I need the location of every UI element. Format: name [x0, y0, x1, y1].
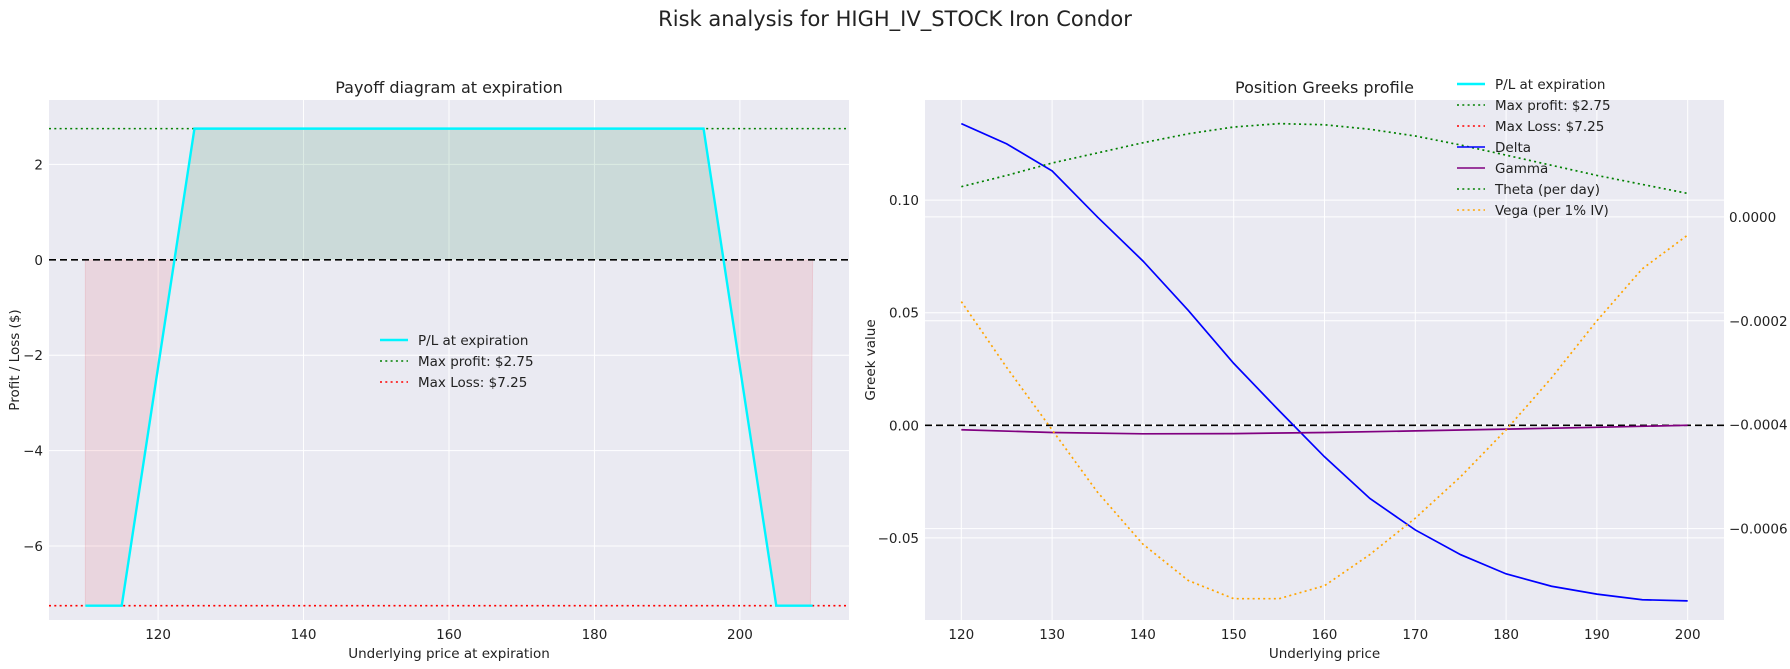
greek-line-theta [961, 122, 1688, 195]
legend-label-1: P/L at expiration [418, 333, 528, 349]
chart2-legend: P/L at expiration Max profit: $2.75 Max Lo… [1457, 77, 1611, 219]
y-tick-label-1: −2 [23, 348, 43, 364]
legend-label-2: Vega (per 1% IV) [1495, 203, 1609, 219]
greek-line-delta [960, 122, 1688, 602]
legend-label-2: P/L at expiration [1495, 77, 1605, 93]
y-tick-label-2: −0.05 [878, 531, 919, 547]
chart2-ylabel: Greek value [863, 319, 879, 400]
chart1-xlabel: Underlying price at expiration [348, 646, 550, 662]
chart2-xlabel: Underlying price [1269, 646, 1380, 662]
chart1-ylabel: Profit / Loss ($) [7, 309, 23, 410]
chart2-title: Position Greeks profile [1235, 78, 1414, 97]
legend-label-1: Max Loss: $7.25 [418, 375, 527, 391]
x-tick-label-1: 200 [727, 627, 753, 643]
y-tick-label-1: −4 [23, 444, 43, 460]
x-tick-label-2: 130 [1039, 627, 1065, 643]
profit-fill-region [174, 128, 724, 260]
x-tick-label-1: 160 [436, 627, 462, 643]
legend-label-2: Delta [1495, 140, 1531, 156]
legend-label-1: Max profit: $2.75 [418, 354, 534, 370]
figure-suptitle: Risk analysis for HIGH_IV_STOCK Iron Con… [658, 7, 1132, 32]
y-tick-label-1: 0 [34, 253, 43, 269]
y-tick-label-2: 0.05 [889, 306, 919, 322]
x-tick-label-1: 140 [291, 627, 317, 643]
y-tick-label-2: 0.10 [889, 193, 919, 209]
y2-tick-label: −0.0004 [1729, 418, 1788, 434]
x-tick-label-2: 170 [1402, 627, 1428, 643]
legend-label-2: Max Loss: $7.25 [1495, 119, 1604, 135]
y-tick-label-1: 2 [34, 157, 43, 173]
payoff-chart: 120 140 160 180 200 −6 −4 −2 0 2 Payoff diagram at… [7, 78, 849, 662]
x-tick-label-2: 160 [1312, 627, 1338, 643]
chart1-title: Payoff diagram at expiration [335, 78, 563, 97]
x-tick-label-2: 180 [1493, 627, 1519, 643]
greeks-chart: 120 130 140 150 160 170 180 190 200 −0.05 0.00 0.05… [863, 77, 1788, 662]
greek-line-gamma [961, 424, 1688, 435]
pl-line [85, 127, 813, 607]
x-tick-label-2: 150 [1221, 627, 1247, 643]
chart1-legend: P/L at expiration Max profit: $2.75 Max Lo… [380, 333, 534, 391]
x-tick-label-2: 120 [948, 627, 974, 643]
y-tick-label-1: −6 [23, 539, 43, 555]
y2-tick-label: −0.0002 [1729, 314, 1788, 330]
greek-line-vega [960, 234, 1689, 600]
x-tick-label-2: 190 [1584, 627, 1610, 643]
y2-tick-label: −0.0006 [1729, 522, 1788, 538]
x-tick-label-1: 180 [582, 627, 608, 643]
legend-label-2: Gamma [1495, 161, 1548, 177]
y2-tick-label: 0.0000 [1729, 210, 1776, 226]
y-tick-label-2: 0.00 [889, 418, 919, 434]
x-tick-label-2: 140 [1130, 627, 1156, 643]
x-tick-label-1: 120 [145, 627, 171, 643]
legend-label-2: Max profit: $2.75 [1495, 98, 1611, 114]
x-tick-label-2: 200 [1675, 627, 1701, 643]
legend-label-2: Theta (per day) [1494, 182, 1600, 198]
